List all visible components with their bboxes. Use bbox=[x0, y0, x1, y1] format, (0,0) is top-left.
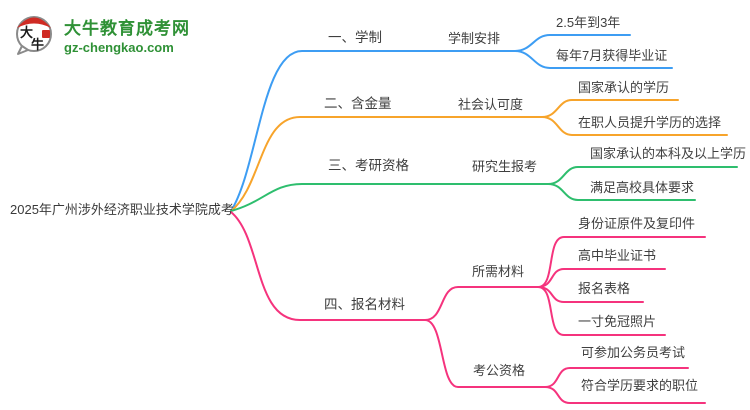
connector-schedule-leaf1 bbox=[514, 34, 631, 52]
connector-materials-s2-leaf2 bbox=[544, 386, 706, 404]
connector-materials-s2-leaf1 bbox=[544, 367, 689, 388]
connector-materials-s1-leaf4 bbox=[537, 286, 666, 336]
leaf-qualified-positions: 符合学历要求的职位 bbox=[581, 378, 699, 393]
connector-value-trunk bbox=[230, 116, 543, 212]
connector-materials-s1-leaf1 bbox=[537, 236, 706, 288]
connector-value-leaf2 bbox=[541, 116, 728, 136]
connector-postgrad-leaf2 bbox=[547, 183, 696, 201]
leaf-working-adults-choice: 在职人员提升学历的选择 bbox=[578, 115, 722, 130]
branch-materials: 四、报名材料 bbox=[324, 297, 405, 312]
root-node: 2025年广州涉外经济职业技术学院成考 bbox=[10, 202, 234, 217]
node-schedule-arrangement: 学制安排 bbox=[448, 31, 501, 46]
connector-postgrad-trunk bbox=[230, 183, 549, 212]
connector-value-leaf1 bbox=[541, 99, 679, 118]
daniu-speech-bubble-icon: 大 牛 bbox=[16, 16, 52, 55]
connector-schedule-trunk bbox=[230, 50, 516, 212]
branch-schedule: 一、学制 bbox=[328, 30, 382, 45]
connector-postgrad-leaf1 bbox=[547, 166, 738, 185]
leaf-schedule-graduation: 每年7月获得毕业证 bbox=[556, 48, 668, 63]
leaf-university-requirements: 满足高校具体要求 bbox=[590, 180, 695, 195]
site-name: 大牛教育成考网 bbox=[64, 18, 190, 38]
leaf-photo: 一寸免冠照片 bbox=[578, 314, 657, 329]
site-logo[interactable]: 大 牛 大牛教育成考网 gz-chengkao.com bbox=[12, 10, 190, 58]
connector-materials-s1-leaf2 bbox=[537, 268, 666, 288]
leaf-schedule-duration: 2.5年到3年 bbox=[556, 15, 621, 30]
site-domain: gz-chengkao.com bbox=[64, 39, 174, 55]
connector-materials-sub2 bbox=[424, 319, 546, 388]
leaf-bachelor-or-above: 国家承认的本科及以上学历 bbox=[590, 146, 747, 161]
svg-text:牛: 牛 bbox=[31, 37, 44, 52]
node-required-materials: 所需材料 bbox=[472, 264, 525, 279]
leaf-civil-service-exam: 可参加公务员考试 bbox=[581, 345, 686, 360]
branch-value: 二、含金量 bbox=[324, 96, 392, 111]
node-civil-service-eligibility: 考公资格 bbox=[473, 363, 526, 378]
connector-materials-trunk bbox=[230, 211, 426, 321]
connector-materials-sub1 bbox=[424, 286, 539, 321]
svg-text:大: 大 bbox=[20, 25, 33, 40]
leaf-registration-form: 报名表格 bbox=[578, 281, 631, 296]
node-postgrad-application: 研究生报考 bbox=[472, 159, 538, 174]
leaf-highschool-diploma: 高中毕业证书 bbox=[578, 248, 657, 263]
leaf-id-card: 身份证原件及复印件 bbox=[578, 216, 696, 231]
node-social-recognition: 社会认可度 bbox=[458, 97, 524, 112]
leaf-state-recognized: 国家承认的学历 bbox=[578, 80, 670, 95]
connector-schedule-leaf2 bbox=[514, 50, 673, 69]
branch-postgrad: 三、考研资格 bbox=[328, 158, 409, 173]
